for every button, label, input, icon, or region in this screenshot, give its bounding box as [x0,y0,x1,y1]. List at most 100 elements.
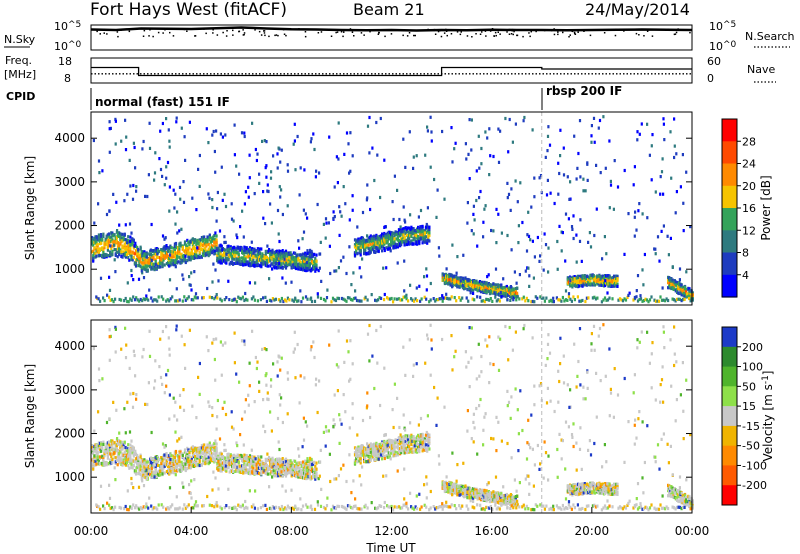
power-cell [351,194,354,198]
power-cell [470,148,473,152]
power-cell [143,257,146,261]
velocity-cell [152,457,155,461]
power-cell [270,299,273,303]
power-cell [600,300,603,304]
power-cell [245,249,248,253]
power-cell [158,249,161,254]
power-cell [246,254,249,258]
power-cell [451,160,454,164]
power-cell [221,135,224,139]
power-cell [686,292,689,296]
power-cell [623,252,626,256]
power-cell [248,248,252,252]
power-cell [272,154,275,158]
power-cell [512,298,515,302]
power-cell [364,248,367,252]
power-cell [484,288,487,292]
power-cell [601,283,604,287]
power-cell [201,244,205,248]
power-cell [404,242,407,246]
power-cell [570,299,573,303]
velocity-cell [217,456,220,460]
noise-search-dot [499,33,501,35]
power-cell [552,300,555,304]
noise-search-dot [343,31,345,33]
noise-sky-line [90,26,693,32]
power-cell [243,131,246,135]
power-cell [130,254,133,258]
velocity-cell [107,452,111,456]
velocity-cell [188,450,191,454]
power-cell [107,232,111,236]
power-cell [636,138,639,142]
power-cell [252,253,255,257]
power-cell [218,229,222,233]
velocity-cell [206,458,209,463]
power-cell [127,235,130,239]
power-cell [614,277,617,281]
power-cell [234,252,237,256]
velocity-cell [159,469,162,473]
power-cell [280,148,283,152]
velocity-cell [178,455,181,459]
colorbar-cell [722,274,737,298]
power-cell [450,126,453,130]
power-cell [601,274,604,278]
power-cell [310,258,314,262]
power-cell [322,297,326,302]
power-cell [178,252,181,256]
velocity-cell [119,456,122,460]
power-cell [665,297,668,301]
power-cell [606,291,609,295]
power-cell [147,173,150,177]
power-cell [339,210,342,214]
power-cell [472,291,475,295]
power-cell [349,131,352,135]
velocity-cell [176,462,179,466]
power-cell [178,247,181,251]
noise-search-dot [317,32,320,34]
power-cell [479,295,482,299]
power-cell [673,117,676,121]
power-cell [217,246,220,250]
power-cell [576,295,579,299]
noise-search-dot [568,29,570,31]
noise-search-dot [475,33,477,35]
power-cell [399,234,402,238]
power-cell [284,249,288,253]
power-cell [682,294,685,298]
power-cell [428,228,431,232]
power-cell [472,232,475,236]
power-cell [508,288,511,292]
power-cell [477,283,480,287]
power-cell [345,271,348,276]
power-cell [591,276,594,280]
noise-search-dot [511,30,513,32]
power-cell [379,237,383,241]
power-cell [365,198,368,202]
noise-search-dot [506,31,508,33]
velocity-cell [163,471,166,475]
power-cell [256,152,259,156]
power-cell [110,246,113,250]
noise-search-dot [275,34,278,36]
velocity-cell [185,454,188,458]
power-cell [262,190,265,194]
power-cell [125,253,129,257]
power-cell [662,298,665,302]
velocity-cell [151,470,154,474]
power-cell [662,122,665,126]
power-cell [379,116,382,121]
power-cell [402,205,405,209]
power-cell [393,237,396,241]
velocity-cell [96,444,99,448]
noise-search-dot [128,30,131,33]
power-cell [375,240,378,245]
velocity-cell [190,461,193,465]
power-cell [315,265,318,269]
power-cell [593,295,596,299]
noise-search-dot [238,30,240,33]
power-cell [477,287,480,291]
power-cell [246,251,249,256]
power-cell [468,287,471,291]
